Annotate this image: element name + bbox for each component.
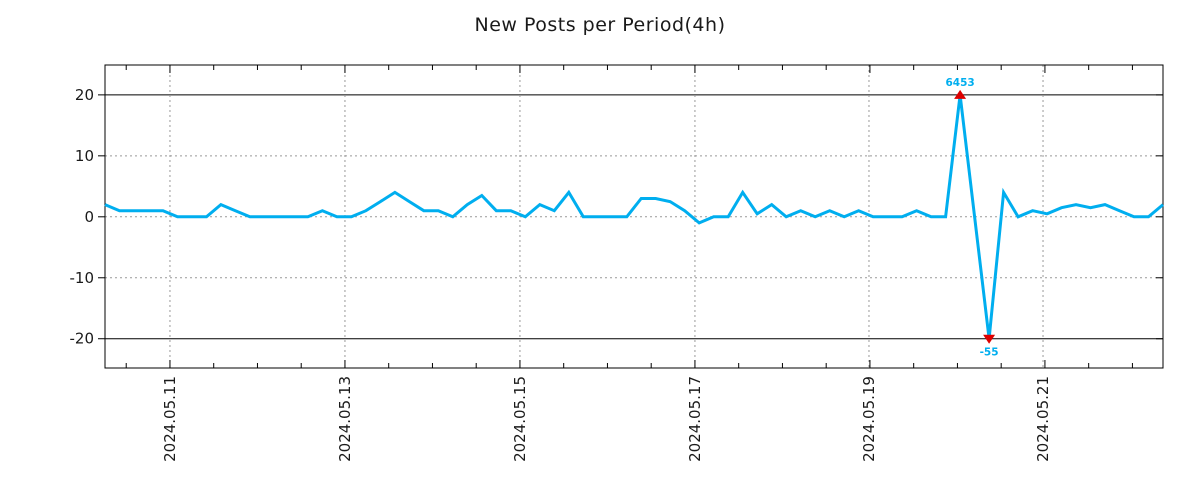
peak-marker-icon: [954, 89, 967, 99]
x-tick-label: 2024.05.21: [1034, 376, 1052, 462]
annotation-value-label: -55: [980, 347, 999, 359]
x-tick-label: 2024.05.19: [860, 376, 878, 462]
y-tick-label: 0: [84, 208, 94, 226]
x-tick-label: 2024.05.11: [161, 376, 179, 462]
annotation-value-label: 6453: [945, 77, 974, 89]
x-tick-label: 2024.05.13: [336, 376, 354, 462]
y-tick-label: -10: [70, 269, 95, 287]
chart-title: New Posts per Period(4h): [474, 14, 726, 36]
dip-marker-icon: [983, 334, 996, 344]
y-tick-label: 20: [75, 86, 94, 104]
y-tick-label: -20: [70, 330, 95, 348]
x-tick-label: 2024.05.15: [511, 376, 529, 462]
tick-marks: [98, 65, 1163, 368]
series: [104, 94, 1164, 339]
tick-labels: 20 10 0 -10 -20 2024.05.11 2024.05.13 2024.05.1…: [70, 86, 1053, 462]
x-tick-label: 2024.05.17: [686, 376, 704, 462]
annotations: 6453 -55: [945, 77, 998, 359]
y-tick-label: 10: [75, 147, 94, 165]
data-line: [104, 94, 1164, 339]
